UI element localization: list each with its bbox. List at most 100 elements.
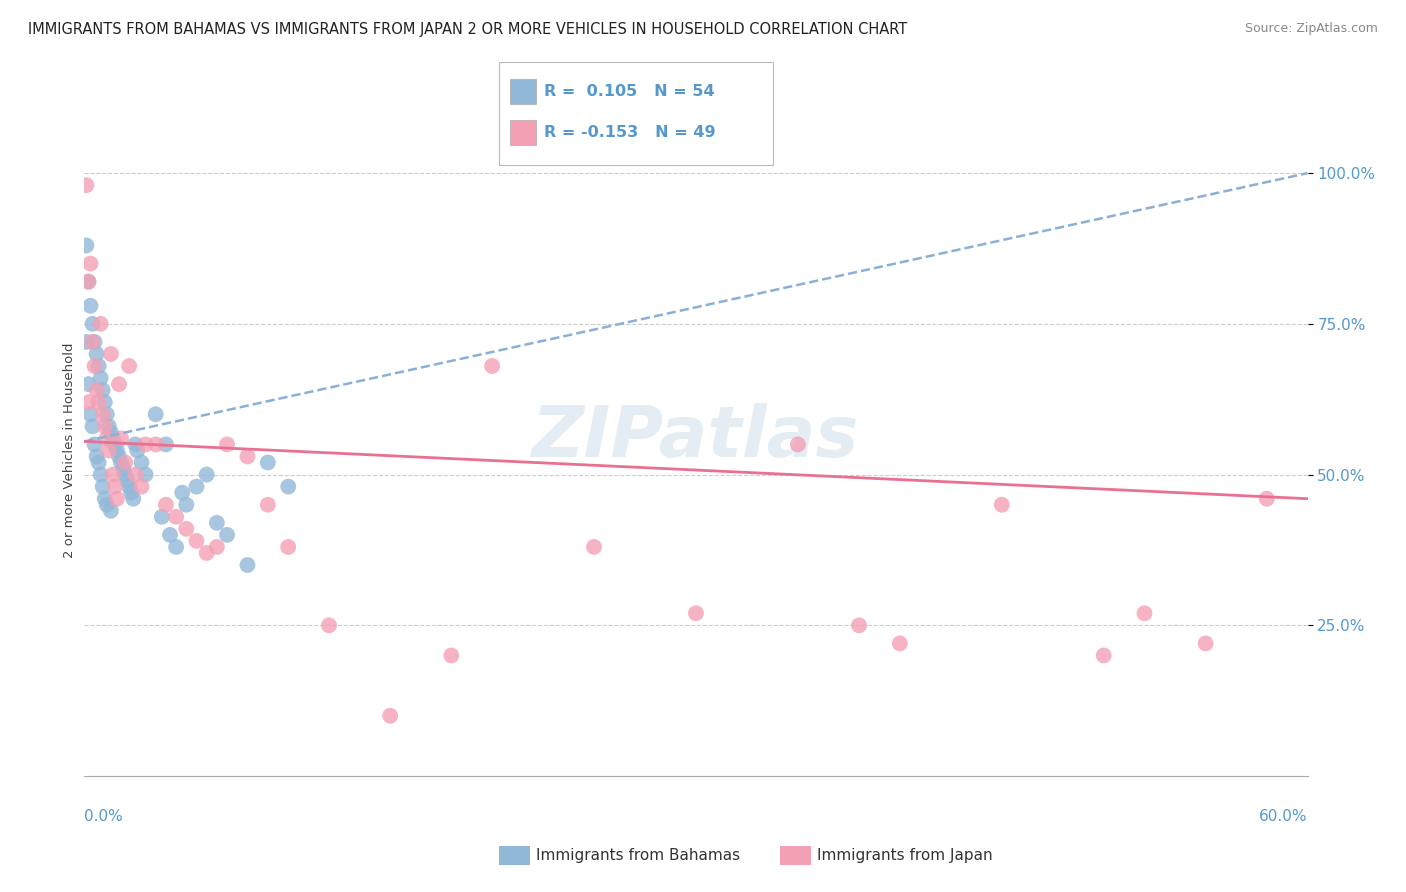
Point: [75, 238, 97, 252]
Point: [91, 383, 114, 397]
Point: [77, 395, 100, 409]
Point: [100, 504, 122, 518]
Point: [104, 437, 127, 451]
Point: [93, 395, 115, 409]
Point: [1133, 607, 1156, 621]
Point: [172, 485, 194, 500]
Point: [79, 299, 101, 313]
Point: [115, 474, 138, 488]
Point: [104, 480, 127, 494]
Point: [82, 317, 104, 331]
Point: [110, 431, 132, 445]
Point: [100, 347, 122, 361]
Point: [174, 522, 197, 536]
Point: [685, 607, 707, 621]
Point: [86, 383, 108, 397]
Point: [87, 456, 110, 470]
Point: [83, 359, 105, 373]
Point: [131, 456, 153, 470]
Point: [205, 516, 228, 530]
Point: [108, 377, 131, 392]
Point: [889, 636, 911, 650]
Point: [114, 467, 136, 482]
Point: [87, 359, 110, 373]
Point: [236, 558, 259, 572]
Point: [101, 431, 124, 445]
Point: [105, 443, 128, 458]
Point: [440, 648, 463, 663]
Point: [122, 491, 145, 506]
Point: [82, 419, 104, 434]
Point: [82, 334, 104, 349]
Text: IMMIGRANTS FROM BAHAMAS VS IMMIGRANTS FROM JAPAN 2 OR MORE VEHICLES IN HOUSEHOLD: IMMIGRANTS FROM BAHAMAS VS IMMIGRANTS FR…: [28, 22, 907, 37]
Text: Source: ZipAtlas.com: Source: ZipAtlas.com: [1244, 22, 1378, 36]
Text: R =  0.105   N = 54: R = 0.105 N = 54: [544, 85, 714, 99]
Point: [165, 509, 187, 524]
Point: [991, 498, 1014, 512]
Point: [91, 407, 114, 421]
Point: [101, 467, 124, 482]
Point: [124, 467, 146, 482]
Point: [1092, 648, 1115, 663]
Point: [97, 443, 120, 458]
Point: [90, 467, 112, 482]
Point: [217, 437, 239, 451]
Point: [186, 533, 208, 548]
Point: [155, 498, 177, 512]
Point: [77, 275, 100, 289]
Point: [93, 491, 115, 506]
Point: [1256, 491, 1278, 506]
Point: [257, 498, 280, 512]
Point: [205, 540, 228, 554]
Text: 60.0%: 60.0%: [1260, 809, 1308, 823]
Point: [86, 347, 108, 361]
Point: [97, 419, 120, 434]
Point: [195, 546, 218, 560]
Point: [118, 480, 141, 494]
Point: [380, 708, 402, 723]
Point: [277, 540, 299, 554]
Text: Immigrants from Bahamas: Immigrants from Bahamas: [536, 848, 740, 863]
Point: [83, 437, 105, 451]
Point: [165, 540, 187, 554]
Point: [100, 425, 122, 440]
Point: [150, 509, 173, 524]
Point: [91, 480, 114, 494]
Point: [96, 498, 118, 512]
Point: [114, 456, 136, 470]
Text: Immigrants from Japan: Immigrants from Japan: [817, 848, 993, 863]
Point: [131, 480, 153, 494]
Point: [90, 371, 112, 385]
Point: [86, 450, 108, 464]
Point: [93, 419, 115, 434]
Point: [217, 528, 239, 542]
Point: [277, 480, 299, 494]
Point: [96, 431, 118, 445]
Point: [481, 359, 503, 373]
Point: [787, 437, 810, 451]
Point: [79, 256, 101, 270]
Point: [87, 395, 110, 409]
Point: [118, 359, 141, 373]
Point: [75, 178, 97, 193]
Point: [105, 491, 128, 506]
Point: [112, 461, 135, 475]
Text: ZIPatlas: ZIPatlas: [533, 403, 859, 472]
Point: [77, 377, 100, 392]
Point: [79, 407, 101, 421]
Point: [1195, 636, 1218, 650]
Point: [110, 456, 132, 470]
Point: [135, 437, 157, 451]
Point: [236, 450, 259, 464]
Point: [155, 437, 177, 451]
Text: R = -0.153   N = 49: R = -0.153 N = 49: [544, 126, 716, 140]
Point: [127, 443, 149, 458]
Point: [77, 275, 100, 289]
Point: [318, 618, 340, 632]
Y-axis label: 2 or more Vehicles in Household: 2 or more Vehicles in Household: [63, 343, 76, 558]
Point: [83, 334, 105, 349]
Point: [135, 467, 157, 482]
Point: [75, 334, 97, 349]
Point: [195, 467, 218, 482]
Point: [108, 450, 131, 464]
